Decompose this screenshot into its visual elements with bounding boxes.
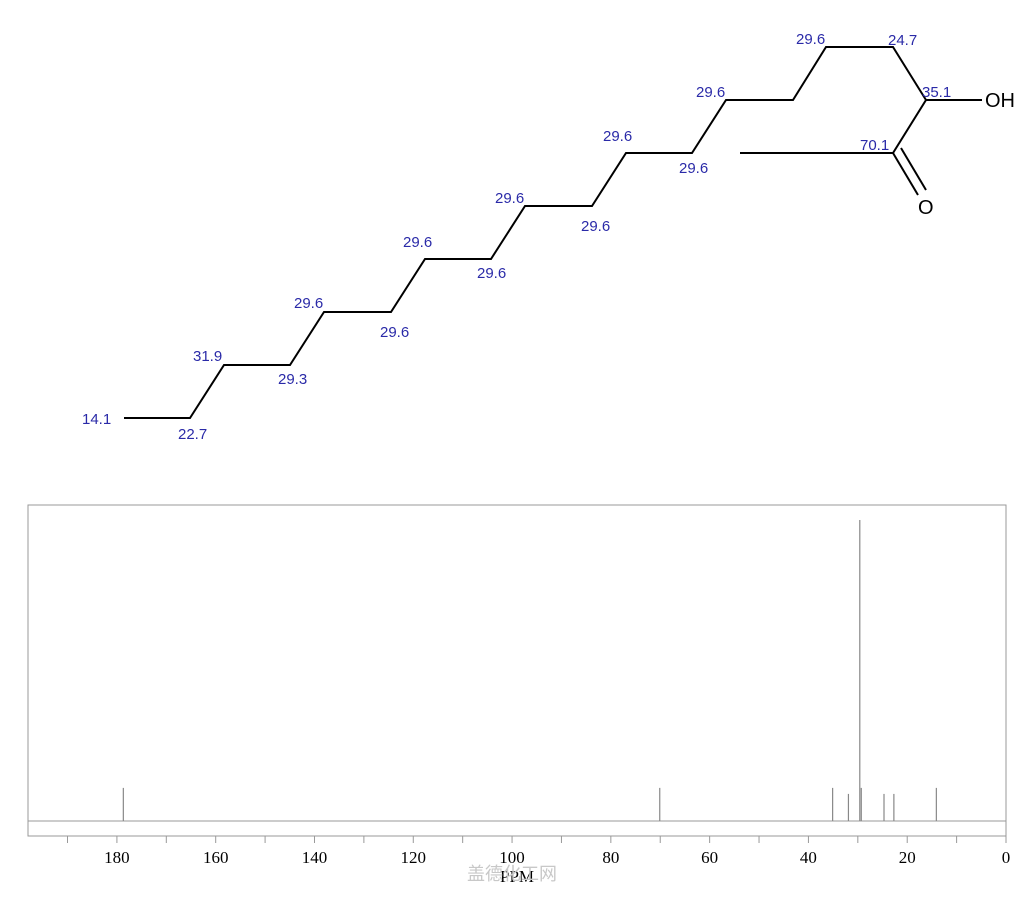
shift-label: 29.3 xyxy=(278,371,307,388)
watermark: 盖德化工网 xyxy=(467,864,557,885)
shift-label: 29.6 xyxy=(796,31,825,48)
x-axis-ticks: 180 160 140 120 100 80 60 40 20 0 xyxy=(67,836,1011,867)
x-tick-label: 120 xyxy=(401,848,427,867)
molecule-structure: OH O 14.1 22.7 31.9 29.3 29.6 29.6 29.6 … xyxy=(82,31,1015,443)
x-tick-label: 100 xyxy=(499,848,525,867)
plot-frame xyxy=(27,504,1007,837)
x-tick-label: 140 xyxy=(302,848,328,867)
shift-label: 29.6 xyxy=(477,265,506,282)
peak-group xyxy=(122,520,937,821)
shift-label: 29.6 xyxy=(581,218,610,235)
spectrum-chart: 180 160 140 120 100 80 60 40 20 0 PPM xyxy=(27,504,1011,886)
shift-label: 22.7 xyxy=(178,426,207,443)
shift-label: 35.1 xyxy=(922,84,951,101)
x-tick-label: 20 xyxy=(899,848,916,867)
shift-label: 29.6 xyxy=(603,128,632,145)
carbon-chain-bonds xyxy=(124,46,928,419)
shift-label: 29.6 xyxy=(696,84,725,101)
x-tick-label: 160 xyxy=(203,848,229,867)
x-axis-label: PPM xyxy=(500,867,534,886)
x-tick-label: 60 xyxy=(701,848,718,867)
shift-label: 29.6 xyxy=(403,234,432,251)
shift-label: 70.1 xyxy=(860,137,889,154)
hydroxyl-label: OH xyxy=(985,90,1015,112)
x-tick-label: 180 xyxy=(104,848,130,867)
x-tick-label: 80 xyxy=(602,848,619,867)
carbonyl-double-bond xyxy=(892,152,919,196)
shift-label: 24.7 xyxy=(888,32,917,49)
shift-label: 29.6 xyxy=(495,190,524,207)
shift-label: 29.6 xyxy=(679,160,708,177)
shift-label: 14.1 xyxy=(82,411,111,428)
carbonyl-oxygen-label: O xyxy=(918,197,934,219)
shift-label: 29.6 xyxy=(380,324,409,341)
shift-label: 31.9 xyxy=(193,348,222,365)
x-tick-label: 0 xyxy=(1002,848,1011,867)
x-tick-label: 40 xyxy=(800,848,817,867)
shift-label: 29.6 xyxy=(294,295,323,312)
carbonyl-double-bond xyxy=(900,147,927,191)
